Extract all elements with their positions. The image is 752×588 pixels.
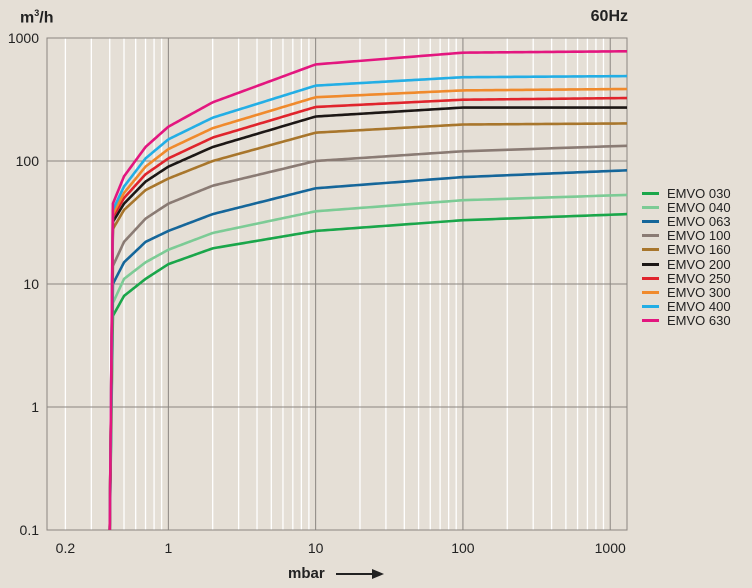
series-line-9 (108, 49, 628, 531)
legend-label: EMVO 630 (667, 313, 731, 329)
legend-swatch (642, 305, 659, 309)
legend-label: EMVO 040 (667, 199, 731, 215)
legend-swatch (642, 290, 659, 294)
series-line-8 (108, 74, 628, 531)
legend-label: EMVO 300 (667, 284, 731, 300)
legend-label: EMVO 200 (667, 256, 731, 272)
legend-label: EMVO 030 (667, 185, 731, 201)
x-tick-label: 0.2 (55, 540, 76, 556)
y-tick-label: 100 (15, 153, 39, 169)
series-line-6 (108, 96, 628, 531)
legend-swatch (642, 205, 659, 209)
legend-item: EMVO 063 (642, 213, 731, 229)
series-line-0 (108, 212, 628, 531)
legend-swatch (642, 262, 659, 266)
legend-label: EMVO 250 (667, 270, 731, 286)
legend-swatch (642, 219, 659, 223)
legend-label: EMVO 400 (667, 299, 731, 315)
legend-label: EMVO 100 (667, 228, 731, 244)
legend-swatch (642, 191, 659, 195)
y-unit-label: m3/h (20, 8, 54, 27)
series-line-1 (108, 193, 628, 531)
legend-swatch (642, 248, 659, 252)
x-tick-label: 10 (307, 540, 324, 556)
y-tick-label: 0.1 (19, 522, 39, 538)
legend-item: EMVO 630 (642, 313, 731, 329)
y-tick-label: 10 (23, 276, 39, 292)
x-tick-label: 100 (451, 540, 475, 556)
y-tick-label: 1000 (7, 30, 39, 46)
legend-swatch (642, 319, 659, 323)
legend-item: EMVO 160 (642, 242, 731, 258)
series-line-3 (108, 144, 628, 531)
legend: EMVO 030 EMVO 040 EMVO 063 EMVO 100 EMVO 160… (642, 186, 731, 328)
legend-label: EMVO 063 (667, 213, 731, 229)
frequency-label: 60Hz (590, 8, 628, 25)
legend-item: EMVO 400 (642, 299, 731, 315)
legend-item: EMVO 250 (642, 270, 731, 286)
legend-item: EMVO 030 (642, 185, 731, 201)
legend-item: EMVO 300 (642, 284, 731, 300)
arrow-right-icon (336, 569, 384, 579)
legend-item: EMVO 100 (642, 228, 731, 244)
series-line-2 (108, 169, 628, 531)
series-line-5 (108, 106, 627, 531)
legend-item: EMVO 200 (642, 256, 731, 272)
series-lines (108, 49, 628, 531)
y-tick-label: 1 (31, 399, 39, 415)
legend-swatch (642, 276, 659, 280)
legend-label: EMVO 160 (667, 242, 731, 258)
series-line-7 (108, 87, 628, 531)
x-axis-label: mbar (288, 565, 325, 582)
series-line-4 (108, 122, 628, 531)
legend-item: EMVO 040 (642, 199, 731, 215)
x-tick-label: 1000 (594, 540, 626, 556)
legend-swatch (642, 234, 659, 238)
x-tick-label: 1 (164, 540, 173, 556)
